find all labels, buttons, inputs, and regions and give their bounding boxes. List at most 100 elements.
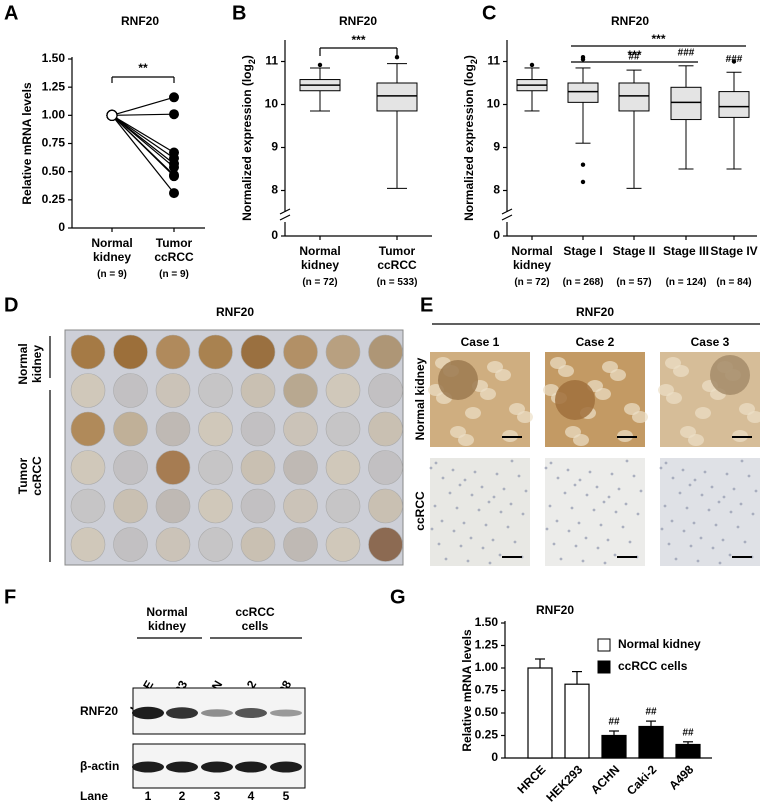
nucleus <box>502 487 506 491</box>
tubule <box>573 434 589 446</box>
lane-number: 3 <box>214 789 221 803</box>
outlier <box>731 59 737 64</box>
nucleus <box>639 489 643 493</box>
tma-core <box>198 373 233 408</box>
nucleus <box>492 495 496 499</box>
band <box>235 761 267 773</box>
tma-core <box>240 527 276 562</box>
band <box>166 707 198 719</box>
band <box>270 709 302 717</box>
pair-line <box>111 114 175 177</box>
group-label: Normal kidney <box>146 605 188 633</box>
nucleus <box>548 504 552 508</box>
x-tick-label: A498 <box>666 762 696 792</box>
n-label: (n = 72) <box>514 277 550 288</box>
tma-core <box>70 527 106 562</box>
lane-number: 1 <box>145 789 152 803</box>
nucleus <box>721 538 725 542</box>
tma-core <box>283 488 318 524</box>
nucleus <box>552 542 556 546</box>
nucleus <box>559 557 563 561</box>
panel-title: RNF20 <box>576 305 614 319</box>
nucleus <box>487 500 491 504</box>
panel-letter: D <box>4 294 18 316</box>
tma-slide <box>64 329 404 566</box>
tma-core <box>113 373 148 408</box>
tma-core <box>283 527 318 562</box>
lane-number: 2 <box>179 789 186 803</box>
y-tick-label: 1.50 <box>475 615 499 629</box>
y-tick-label: 0 <box>491 750 498 764</box>
y-tick-label: 0.75 <box>42 136 66 150</box>
nucleus <box>688 483 692 487</box>
y-tick-label: 10 <box>487 97 501 111</box>
stage-mark: ### <box>678 47 695 58</box>
nucleus <box>469 536 473 540</box>
y-axis-label-sub: 2 <box>247 59 257 64</box>
tma-core <box>325 373 361 408</box>
axis-break <box>501 208 513 215</box>
nucleus <box>462 521 466 525</box>
nucleus <box>671 476 675 480</box>
bar <box>638 725 664 759</box>
tma-core <box>70 450 106 485</box>
nucleus <box>689 544 693 548</box>
ihc-image-tumor <box>545 458 645 566</box>
tubule <box>558 365 574 377</box>
nucleus <box>621 525 625 529</box>
chart-title: RNF20 <box>339 14 377 28</box>
tma-core <box>113 450 148 485</box>
nucleus <box>498 553 502 557</box>
tma-core <box>325 411 361 447</box>
chart-title: RNF20 <box>611 14 649 28</box>
band <box>201 709 233 717</box>
tma-core <box>155 488 191 524</box>
nucleus <box>736 525 740 529</box>
box <box>567 82 599 103</box>
panel-title: RNF20 <box>216 305 254 319</box>
outlier <box>580 179 586 185</box>
pair-line <box>111 114 175 154</box>
nucleus <box>602 500 606 504</box>
nucleus <box>448 491 452 495</box>
x-tick-label: Stage I <box>563 244 603 258</box>
row-label: Tumor ccRCC <box>16 456 44 496</box>
chart-title: RNF20 <box>536 603 574 617</box>
tma-core <box>368 450 403 485</box>
significance: *** <box>351 33 365 47</box>
panel-letter: G <box>390 586 406 608</box>
y-axis-label-part: Normalized expression (log <box>240 64 254 221</box>
nucleus <box>491 538 495 542</box>
pair-line <box>111 114 175 168</box>
tma-core <box>113 411 148 447</box>
nucleus <box>484 523 488 527</box>
nucleus <box>711 546 715 550</box>
tma-core <box>240 373 276 408</box>
significance: ** <box>138 61 148 75</box>
tma-core <box>283 334 318 370</box>
group-label: ccRCC cells <box>235 605 275 633</box>
nucleus <box>678 491 682 495</box>
nucleus <box>437 542 441 546</box>
tubule <box>747 411 760 423</box>
pair-line <box>111 96 175 116</box>
x-tick-label: ACHN <box>588 762 622 796</box>
nucleus <box>588 470 592 474</box>
nucleus <box>477 508 481 512</box>
nucleus <box>693 478 697 482</box>
lane-number: 4 <box>248 789 255 803</box>
case-label: Case 2 <box>576 335 615 349</box>
tubule <box>458 434 474 446</box>
band <box>270 761 302 773</box>
nucleus <box>434 461 438 465</box>
nucleus <box>480 485 484 489</box>
point <box>169 188 179 199</box>
box <box>670 86 702 121</box>
box <box>718 91 750 118</box>
panel-letter: B <box>232 2 246 24</box>
y-tick-label: 1.50 <box>42 51 66 65</box>
nucleus <box>718 561 722 565</box>
glomerulus <box>438 360 478 400</box>
band <box>132 761 164 773</box>
